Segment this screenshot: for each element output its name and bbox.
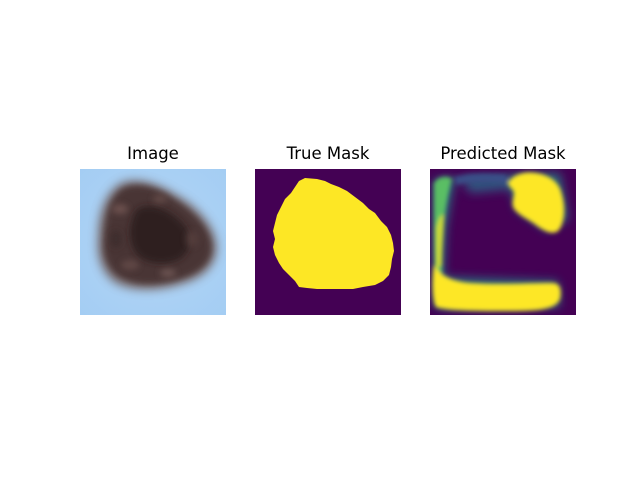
top-right-blob xyxy=(508,172,565,233)
lesion-core xyxy=(130,206,190,264)
predicted-mask-panel-title: Predicted Mask xyxy=(440,144,566,163)
true-mask-panel-title: True Mask xyxy=(286,144,370,163)
predicted-mask-image xyxy=(430,169,576,315)
lesion-texture xyxy=(110,195,198,277)
image-panel-title: Image xyxy=(127,144,179,163)
top-arc xyxy=(454,173,508,185)
left-core xyxy=(436,214,444,269)
bottom-band xyxy=(432,265,561,311)
true-mask-image xyxy=(255,169,401,315)
lesion-image xyxy=(80,169,226,315)
true-mask-region xyxy=(273,178,394,289)
prediction-regions xyxy=(432,172,565,311)
